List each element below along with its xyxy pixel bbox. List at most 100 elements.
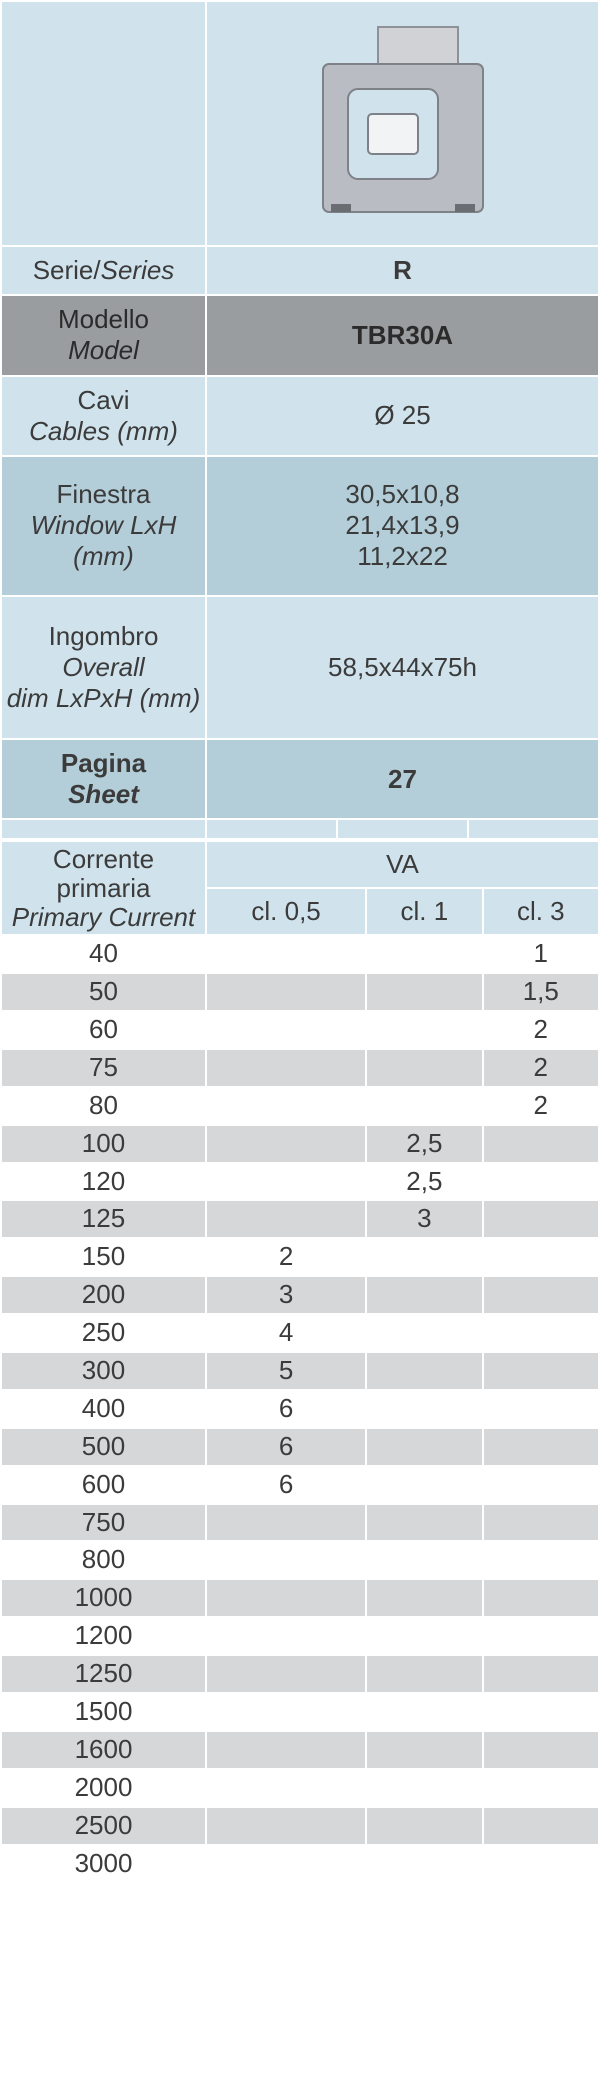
table-row: 802 xyxy=(1,1087,599,1125)
primary-current-cell: 400 xyxy=(1,1390,206,1428)
class-1-cell xyxy=(366,1541,482,1579)
class-05-header: cl. 0,5 xyxy=(206,888,366,935)
va-header: VA xyxy=(206,841,599,888)
class-3-cell xyxy=(483,1238,599,1276)
primary-current-cell: 1600 xyxy=(1,1731,206,1769)
class-05-cell xyxy=(206,973,366,1011)
class-1-cell xyxy=(366,1769,482,1807)
table-row: 501,5 xyxy=(1,973,599,1011)
overall-label: Ingombro Overall dim LxPxH (mm) xyxy=(1,596,206,740)
primary-current-cell: 80 xyxy=(1,1087,206,1125)
class-05-cell xyxy=(206,1125,366,1163)
primary-current-cell: 750 xyxy=(1,1504,206,1542)
class-05-cell xyxy=(206,1087,366,1125)
class-1-cell xyxy=(366,1617,482,1655)
primary-current-cell: 500 xyxy=(1,1428,206,1466)
class-1-cell xyxy=(366,1807,482,1845)
class-05-cell: 2 xyxy=(206,1238,366,1276)
class-05-cell xyxy=(206,1049,366,1087)
overall-value: 58,5x44x75h xyxy=(206,596,599,740)
class-3-cell xyxy=(483,1352,599,1390)
class-3-cell xyxy=(483,1428,599,1466)
model-value: TBR30A xyxy=(206,295,599,375)
primary-current-cell: 800 xyxy=(1,1541,206,1579)
class-1-cell xyxy=(366,1276,482,1314)
table-row: 401 xyxy=(1,935,599,973)
class-05-cell xyxy=(206,1845,366,1883)
primary-current-cell: 40 xyxy=(1,935,206,973)
primary-current-cell: 600 xyxy=(1,1466,206,1504)
primary-current-cell: 1200 xyxy=(1,1617,206,1655)
table-row: 1253 xyxy=(1,1200,599,1238)
primary-current-cell: 125 xyxy=(1,1200,206,1238)
image-label-cell xyxy=(1,1,206,246)
class-1-cell xyxy=(366,1087,482,1125)
table-row: 1500 xyxy=(1,1693,599,1731)
class-1-cell xyxy=(366,1655,482,1693)
table-row: 2500 xyxy=(1,1807,599,1845)
class-1-header: cl. 1 xyxy=(366,888,482,935)
primary-current-cell: 1250 xyxy=(1,1655,206,1693)
class-05-cell: 5 xyxy=(206,1352,366,1390)
class-3-cell xyxy=(483,1731,599,1769)
primary-current-cell: 2000 xyxy=(1,1769,206,1807)
primary-current-cell: 3000 xyxy=(1,1845,206,1883)
class-1-cell xyxy=(366,1314,482,1352)
class-3-cell xyxy=(483,1466,599,1504)
class-3-header: cl. 3 xyxy=(483,888,599,935)
model-label: Modello Model xyxy=(1,295,206,375)
class-1-cell xyxy=(366,1579,482,1617)
class-05-cell xyxy=(206,1807,366,1845)
window-label: Finestra Window LxH (mm) xyxy=(1,456,206,596)
class-1-cell xyxy=(366,1693,482,1731)
class-3-cell: 1,5 xyxy=(483,973,599,1011)
primary-current-cell: 75 xyxy=(1,1049,206,1087)
class-05-cell xyxy=(206,1579,366,1617)
class-3-cell xyxy=(483,1200,599,1238)
class-05-cell xyxy=(206,935,366,973)
class-05-cell xyxy=(206,1655,366,1693)
class-3-cell xyxy=(483,1541,599,1579)
class-05-cell xyxy=(206,1541,366,1579)
class-3-cell: 2 xyxy=(483,1049,599,1087)
table-row: 1600 xyxy=(1,1731,599,1769)
class-1-cell xyxy=(366,1238,482,1276)
current-header: Corrente primaria Primary Current xyxy=(1,841,206,935)
class-05-cell xyxy=(206,1011,366,1049)
table-row: 1250 xyxy=(1,1655,599,1693)
class-3-cell xyxy=(483,1769,599,1807)
class-3-cell xyxy=(483,1390,599,1428)
table-row: 602 xyxy=(1,1011,599,1049)
class-3-cell xyxy=(483,1276,599,1314)
primary-current-cell: 100 xyxy=(1,1125,206,1163)
spacer xyxy=(206,819,337,839)
class-1-cell xyxy=(366,1466,482,1504)
table-row: 1502 xyxy=(1,1238,599,1276)
table-row: 1000 xyxy=(1,1579,599,1617)
class-05-cell xyxy=(206,1731,366,1769)
window-value: 30,5x10,8 21,4x13,9 11,2x22 xyxy=(206,456,599,596)
class-3-cell xyxy=(483,1579,599,1617)
table-row: 75 2 xyxy=(1,1049,599,1087)
class-05-cell xyxy=(206,1504,366,1542)
table-row: 2000 xyxy=(1,1769,599,1807)
page-label: Pagina Sheet xyxy=(1,739,206,819)
class-1-cell xyxy=(366,1731,482,1769)
primary-current-cell: 50 xyxy=(1,973,206,1011)
spec-table: Serie/Series R Modello Model TBR30A Cavi… xyxy=(0,0,600,840)
table-row: 800 xyxy=(1,1541,599,1579)
class-05-cell xyxy=(206,1617,366,1655)
table-row: 750 xyxy=(1,1504,599,1542)
class-3-cell xyxy=(483,1504,599,1542)
class-3-cell xyxy=(483,1617,599,1655)
class-05-cell: 4 xyxy=(206,1314,366,1352)
product-image xyxy=(293,19,513,229)
spacer xyxy=(1,819,206,839)
series-label: Serie/Series xyxy=(1,246,206,295)
class-1-cell: 2,5 xyxy=(366,1125,482,1163)
primary-current-cell: 300 xyxy=(1,1352,206,1390)
primary-current-cell: 1500 xyxy=(1,1693,206,1731)
table-row: 1202,5 xyxy=(1,1163,599,1201)
primary-current-cell: 60 xyxy=(1,1011,206,1049)
class-1-cell: 2,5 xyxy=(366,1163,482,1201)
